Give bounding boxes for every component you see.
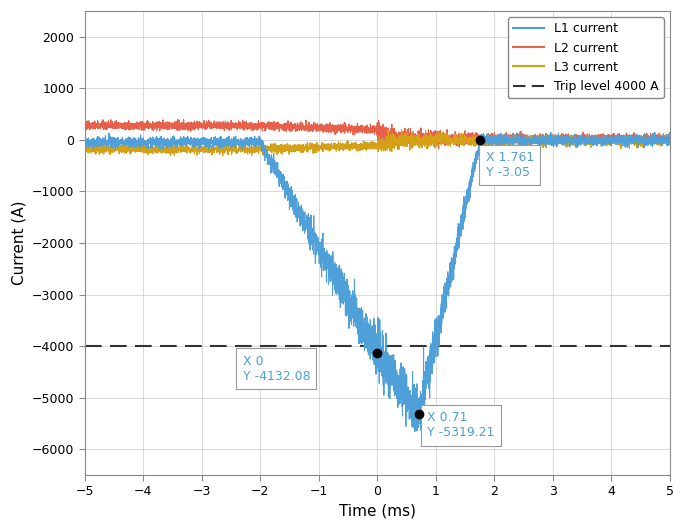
- Legend: L1 current, L2 current, L3 current, Trip level 4000 A: L1 current, L2 current, L3 current, Trip…: [508, 17, 664, 98]
- X-axis label: Time (ms): Time (ms): [339, 504, 416, 519]
- Text: X 0.71
Y -5319.21: X 0.71 Y -5319.21: [427, 411, 495, 439]
- Text: X 0
Y -4132.08: X 0 Y -4132.08: [242, 355, 310, 383]
- Y-axis label: Current (A): Current (A): [11, 201, 26, 285]
- Text: X 1.761
Y -3.05: X 1.761 Y -3.05: [486, 151, 534, 179]
